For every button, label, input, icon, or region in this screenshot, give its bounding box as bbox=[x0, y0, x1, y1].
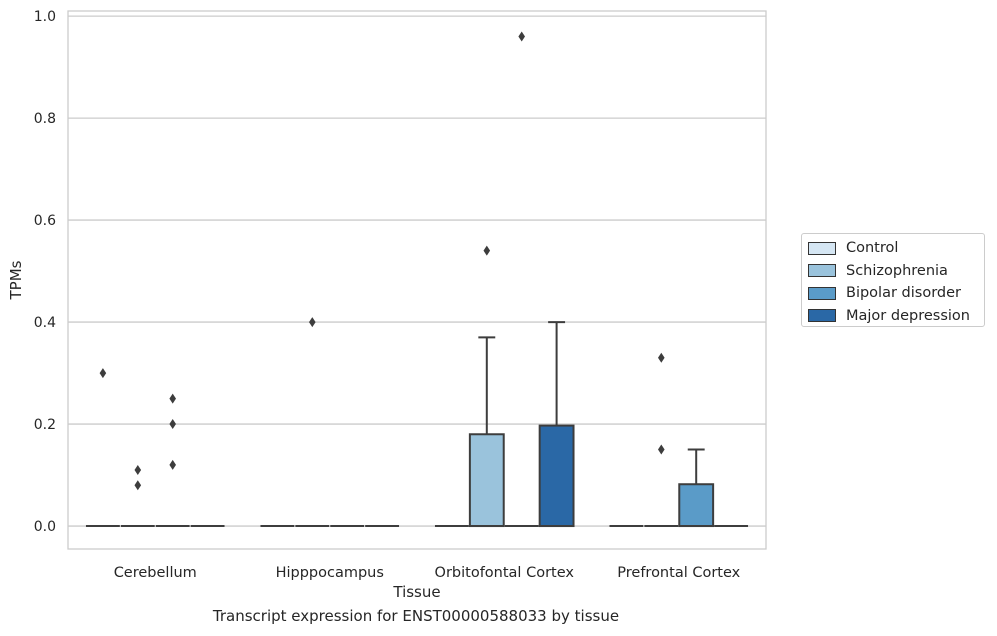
box-schizophrenia bbox=[644, 352, 679, 528]
legend-swatch-schizophrenia bbox=[808, 264, 836, 278]
plot-frame bbox=[67, 10, 767, 550]
x-axis-label: Tissue bbox=[392, 583, 440, 601]
y-axis-label: TPMs bbox=[7, 260, 25, 300]
outlier-point bbox=[483, 245, 491, 256]
box-schizophrenia bbox=[468, 245, 505, 528]
box-bipolar-disorder bbox=[155, 393, 190, 528]
legend-swatch-major-depression bbox=[808, 309, 836, 323]
legend-label-control: Control bbox=[846, 240, 899, 257]
box-schizophrenia bbox=[120, 464, 155, 528]
box-schizophrenia bbox=[295, 317, 330, 528]
outlier-point bbox=[134, 464, 142, 475]
box-major-depression bbox=[538, 321, 575, 528]
legend-item-bipolar-disorder: Bipolar disorder bbox=[808, 282, 984, 305]
y-tick-label: 0.8 bbox=[34, 111, 56, 127]
legend-label-bipolar-disorder: Bipolar disorder bbox=[846, 285, 961, 302]
box-body bbox=[468, 433, 505, 528]
outlier-point bbox=[169, 393, 176, 404]
x-tick-label: Orbitofontal Cortex bbox=[435, 565, 575, 581]
outlier-point bbox=[99, 368, 107, 379]
outlier-point bbox=[309, 317, 316, 328]
outlier-point bbox=[169, 419, 176, 430]
box-control bbox=[85, 368, 120, 528]
legend-item-major-depression: Major depression bbox=[808, 305, 984, 328]
box-body bbox=[678, 483, 715, 528]
legend-label-schizophrenia: Schizophrenia bbox=[846, 262, 948, 279]
x-tick-label: Hipppocampus bbox=[276, 565, 384, 581]
legend-swatch-bipolar-disorder bbox=[808, 286, 836, 300]
box-marks bbox=[85, 31, 749, 528]
outlier-point bbox=[134, 480, 142, 491]
outlier-point bbox=[169, 459, 176, 470]
y-tick-label: 0.0 bbox=[34, 519, 56, 535]
outlier-point bbox=[658, 352, 665, 363]
y-tick-labels: 0.0 0.2 0.4 0.6 0.8 1.0 bbox=[34, 9, 56, 535]
legend-swatch-control bbox=[808, 241, 836, 255]
x-tick-labels: Cerebellum Hipppocampus Orbitofontal Corte… bbox=[114, 565, 741, 581]
legend: Control Schizophrenia Bipolar disorder M… bbox=[801, 233, 985, 327]
box-bipolar-disorder bbox=[504, 31, 539, 528]
box-bipolar-disorder bbox=[678, 448, 715, 528]
outlier-point bbox=[658, 444, 665, 455]
x-tick-label: Prefrontal Cortex bbox=[617, 565, 740, 581]
chart-caption: Transcript expression for ENST0000058803… bbox=[212, 607, 620, 625]
y-tick-label: 0.2 bbox=[34, 417, 56, 433]
y-tick-label: 0.6 bbox=[34, 213, 56, 229]
plot-area-background bbox=[68, 11, 766, 549]
y-tick-label: 1.0 bbox=[34, 9, 56, 25]
legend-item-control: Control bbox=[808, 237, 984, 260]
x-tick-label: Cerebellum bbox=[114, 565, 197, 581]
legend-item-schizophrenia: Schizophrenia bbox=[808, 260, 984, 283]
outlier-point bbox=[518, 31, 525, 42]
y-tick-label: 0.4 bbox=[34, 315, 56, 331]
box-body bbox=[538, 424, 575, 528]
legend-label-major-depression: Major depression bbox=[846, 307, 970, 324]
